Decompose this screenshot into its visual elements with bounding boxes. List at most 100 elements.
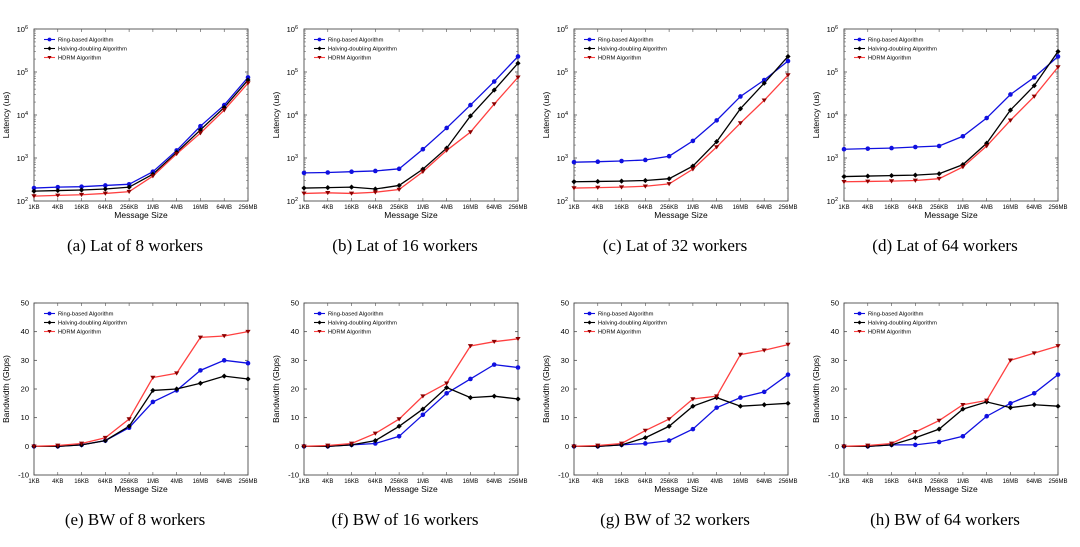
svg-text:64KB: 64KB <box>98 205 113 211</box>
svg-text:105: 105 <box>17 68 28 77</box>
svg-text:106: 106 <box>827 25 838 34</box>
svg-text:0: 0 <box>565 441 569 450</box>
svg-text:16MB: 16MB <box>1003 205 1019 211</box>
svg-text:256MB: 256MB <box>1048 205 1067 211</box>
svg-text:4MB: 4MB <box>710 479 722 485</box>
svg-text:30: 30 <box>291 355 299 364</box>
svg-text:256MB: 256MB <box>1048 479 1067 485</box>
svg-text:Ring-based Algorithm: Ring-based Algorithm <box>328 38 384 44</box>
svg-text:64KB: 64KB <box>638 205 653 211</box>
svg-text:Halving-doubling Algorithm: Halving-doubling Algorithm <box>328 320 397 326</box>
svg-text:64KB: 64KB <box>638 479 653 485</box>
svg-text:10: 10 <box>291 413 299 422</box>
svg-text:16KB: 16KB <box>614 205 629 211</box>
svg-text:102: 102 <box>287 197 298 206</box>
svg-text:103: 103 <box>827 154 838 163</box>
svg-text:HDRM Algorithm: HDRM Algorithm <box>598 56 641 62</box>
svg-text:16KB: 16KB <box>344 479 359 485</box>
svg-text:Message Size: Message Size <box>654 210 708 220</box>
svg-text:64KB: 64KB <box>908 205 923 211</box>
svg-text:HDRM Algorithm: HDRM Algorithm <box>328 329 371 335</box>
svg-text:4KB: 4KB <box>862 205 873 211</box>
svg-text:Bandwidth (Gbps): Bandwidth (Gbps) <box>271 354 281 422</box>
svg-text:4MB: 4MB <box>980 205 992 211</box>
svg-text:102: 102 <box>17 197 28 206</box>
svg-text:Halving-doubling Algorithm: Halving-doubling Algorithm <box>598 47 667 53</box>
svg-text:16KB: 16KB <box>74 479 89 485</box>
svg-text:1KB: 1KB <box>838 205 849 211</box>
svg-text:HDRM Algorithm: HDRM Algorithm <box>598 329 641 335</box>
svg-text:Latency (us): Latency (us) <box>811 91 821 138</box>
svg-text:HDRM Algorithm: HDRM Algorithm <box>58 56 101 62</box>
svg-text:4KB: 4KB <box>862 479 873 485</box>
svg-text:103: 103 <box>17 154 28 163</box>
svg-text:30: 30 <box>831 355 839 364</box>
svg-text:10: 10 <box>831 413 839 422</box>
svg-text:1KB: 1KB <box>568 205 579 211</box>
svg-text:Ring-based Algorithm: Ring-based Algorithm <box>58 38 114 44</box>
svg-text:Ring-based Algorithm: Ring-based Algorithm <box>328 311 384 317</box>
svg-text:4KB: 4KB <box>322 205 333 211</box>
svg-text:10: 10 <box>21 413 29 422</box>
svg-text:16KB: 16KB <box>74 205 89 211</box>
svg-text:40: 40 <box>21 327 29 336</box>
svg-text:4KB: 4KB <box>322 479 333 485</box>
svg-text:Ring-based Algorithm: Ring-based Algorithm <box>598 38 654 44</box>
svg-text:256MB: 256MB <box>508 205 527 211</box>
svg-text:Ring-based Algorithm: Ring-based Algorithm <box>868 38 924 44</box>
svg-text:256MB: 256MB <box>238 205 257 211</box>
svg-text:103: 103 <box>557 154 568 163</box>
svg-text:Halving-doubling Algorithm: Halving-doubling Algorithm <box>58 320 127 326</box>
svg-text:Message Size: Message Size <box>114 484 168 494</box>
svg-text:104: 104 <box>827 111 838 120</box>
svg-text:4KB: 4KB <box>592 205 603 211</box>
svg-text:0: 0 <box>295 441 299 450</box>
svg-text:1KB: 1KB <box>28 479 39 485</box>
svg-text:16MB: 16MB <box>463 479 479 485</box>
svg-text:64MB: 64MB <box>1026 205 1042 211</box>
svg-text:Message Size: Message Size <box>924 210 978 220</box>
svg-text:106: 106 <box>287 25 298 34</box>
svg-text:104: 104 <box>17 111 28 120</box>
svg-text:102: 102 <box>557 197 568 206</box>
svg-text:105: 105 <box>287 68 298 77</box>
svg-text:64KB: 64KB <box>368 205 383 211</box>
svg-text:50: 50 <box>291 298 299 307</box>
svg-text:Message Size: Message Size <box>924 484 978 494</box>
svg-text:Halving-doubling Algorithm: Halving-doubling Algorithm <box>868 320 937 326</box>
svg-text:64MB: 64MB <box>1026 479 1042 485</box>
svg-text:1KB: 1KB <box>298 205 309 211</box>
svg-text:4KB: 4KB <box>52 205 63 211</box>
svg-text:64KB: 64KB <box>98 479 113 485</box>
svg-text:16KB: 16KB <box>344 205 359 211</box>
svg-text:0: 0 <box>25 441 29 450</box>
svg-text:50: 50 <box>831 298 839 307</box>
svg-text:40: 40 <box>561 327 569 336</box>
svg-text:50: 50 <box>561 298 569 307</box>
svg-text:64MB: 64MB <box>216 479 232 485</box>
svg-text:40: 40 <box>291 327 299 336</box>
svg-text:Ring-based Algorithm: Ring-based Algorithm <box>868 311 924 317</box>
svg-text:Message Size: Message Size <box>384 210 438 220</box>
svg-text:1KB: 1KB <box>298 479 309 485</box>
svg-text:30: 30 <box>561 355 569 364</box>
svg-text:105: 105 <box>557 68 568 77</box>
svg-text:102: 102 <box>827 197 838 206</box>
svg-text:Latency (us): Latency (us) <box>271 91 281 138</box>
svg-text:106: 106 <box>557 25 568 34</box>
svg-text:1KB: 1KB <box>838 479 849 485</box>
svg-text:4MB: 4MB <box>980 479 992 485</box>
svg-text:HDRM Algorithm: HDRM Algorithm <box>868 56 911 62</box>
svg-text:64KB: 64KB <box>368 479 383 485</box>
svg-text:16KB: 16KB <box>884 479 899 485</box>
svg-text:Message Size: Message Size <box>384 484 438 494</box>
svg-text:106: 106 <box>17 25 28 34</box>
svg-text:Ring-based Algorithm: Ring-based Algorithm <box>598 311 654 317</box>
svg-text:16MB: 16MB <box>193 205 209 211</box>
svg-text:10: 10 <box>561 413 569 422</box>
svg-text:30: 30 <box>21 355 29 364</box>
svg-text:4KB: 4KB <box>52 479 63 485</box>
svg-text:16MB: 16MB <box>733 479 749 485</box>
svg-text:4MB: 4MB <box>710 205 722 211</box>
svg-text:Latency (us): Latency (us) <box>541 91 551 138</box>
